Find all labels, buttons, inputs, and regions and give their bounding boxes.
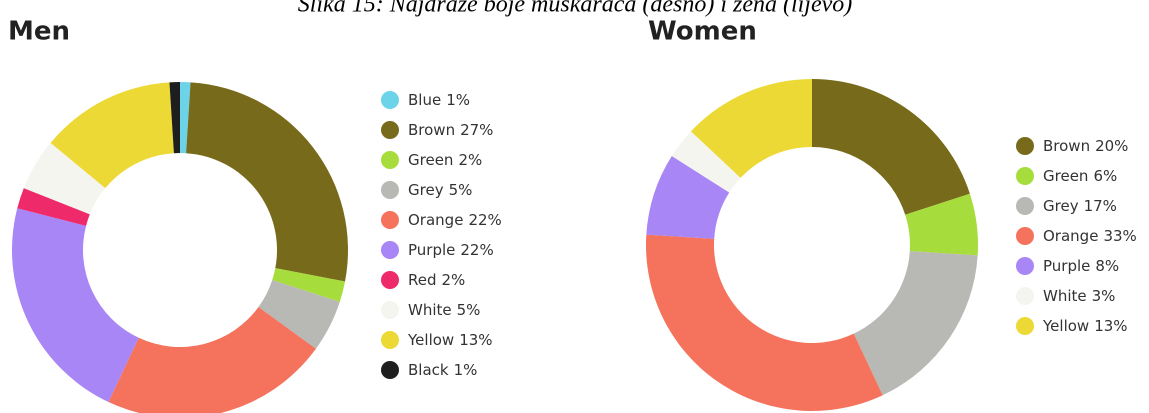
legend-swatch <box>1016 197 1034 215</box>
chart-title: Women <box>648 17 757 47</box>
legend-name: Grey <box>1043 197 1079 215</box>
legend-value: 2% <box>458 151 482 169</box>
legend-value: 5% <box>449 181 473 199</box>
slice <box>23 142 106 215</box>
legend-value: 3% <box>1092 287 1116 305</box>
legend-name: Red <box>408 271 437 289</box>
legend-swatch <box>381 241 399 259</box>
legend-value: 13% <box>1094 317 1127 335</box>
legend-value: 33% <box>1103 227 1136 245</box>
legend-name: Black <box>408 361 449 379</box>
legend-swatch <box>1016 167 1034 185</box>
legend-value: 22% <box>460 241 493 259</box>
legend-name: Orange <box>1043 227 1098 245</box>
legend-name: Brown <box>408 121 455 139</box>
legend-value: 13% <box>459 331 492 349</box>
legend-entry: Red 2% <box>408 271 465 289</box>
legend-name: Grey <box>408 181 444 199</box>
legend-value: 17% <box>1084 197 1117 215</box>
slice <box>169 82 180 154</box>
legend-entry: Yellow 13% <box>407 331 493 349</box>
slice <box>853 251 978 396</box>
slice <box>272 268 346 302</box>
legend-swatch <box>1016 317 1034 335</box>
legend-entry: White 3% <box>1043 287 1115 305</box>
slice <box>50 82 174 189</box>
chart-title: Men <box>8 17 70 47</box>
legend-swatch <box>381 151 399 169</box>
legend-name: White <box>408 301 452 319</box>
legend-name: Green <box>1043 167 1088 185</box>
legend-value: 1% <box>446 91 470 109</box>
slice <box>258 279 340 349</box>
legend-swatch <box>1016 137 1034 155</box>
legend-name: Orange <box>408 211 463 229</box>
legend-name: White <box>1043 287 1087 305</box>
slice <box>108 307 316 413</box>
legend-name: Yellow <box>407 331 454 349</box>
legend-swatch <box>1016 257 1034 275</box>
legend-name: Purple <box>1043 257 1090 275</box>
legend-entry: Green 6% <box>1043 167 1117 185</box>
legend-swatch <box>381 91 399 109</box>
legend-swatch <box>381 211 399 229</box>
legend-value: 22% <box>468 211 501 229</box>
slice <box>17 188 90 226</box>
legend-swatch <box>1016 227 1034 245</box>
legend-name: Blue <box>408 91 441 109</box>
legend-swatch <box>381 121 399 139</box>
legend-swatch <box>381 271 399 289</box>
legend-name: Purple <box>408 241 455 259</box>
slice <box>690 79 812 178</box>
legend-entry: Yellow 13% <box>1042 317 1128 335</box>
legend-entry: Brown 20% <box>1043 137 1128 155</box>
legend-entry: Orange 22% <box>408 211 502 229</box>
legend-entry: Purple 8% <box>1043 257 1119 275</box>
slice <box>646 234 883 412</box>
legend-entry: Black 1% <box>408 361 477 379</box>
legend-swatch <box>381 301 399 319</box>
legend-entry: Grey 17% <box>1043 197 1117 215</box>
legend-value: 27% <box>460 121 493 139</box>
legend-swatch <box>381 181 399 199</box>
legend-name: Brown <box>1043 137 1090 155</box>
legend-value: 6% <box>1093 167 1117 185</box>
legend-entry: Orange 33% <box>1043 227 1137 245</box>
legend-value: 5% <box>457 301 481 319</box>
legend-swatch <box>381 331 399 349</box>
legend-value: 20% <box>1095 137 1128 155</box>
caption: Slika 15: Najdraže boje muškaraca (desno… <box>298 0 853 18</box>
legend-entry: Purple 22% <box>408 241 494 259</box>
legend-entry: Grey 5% <box>408 181 472 199</box>
slice <box>812 79 970 215</box>
legend-value: 8% <box>1095 257 1119 275</box>
slice <box>671 131 741 193</box>
legend-entry: White 5% <box>408 301 480 319</box>
legend-name: Green <box>408 151 453 169</box>
legend-value: 1% <box>454 361 478 379</box>
legend-entry: Blue 1% <box>408 91 470 109</box>
legend-name: Yellow <box>1042 317 1089 335</box>
slice <box>646 156 730 239</box>
legend-value: 2% <box>442 271 466 289</box>
slice <box>186 82 348 282</box>
slice <box>180 82 191 154</box>
legend-entry: Brown 27% <box>408 121 493 139</box>
legend-entry: Green 2% <box>408 151 482 169</box>
legend-swatch <box>1016 287 1034 305</box>
slice <box>905 193 978 256</box>
legend-swatch <box>381 361 399 379</box>
slice <box>12 208 139 403</box>
